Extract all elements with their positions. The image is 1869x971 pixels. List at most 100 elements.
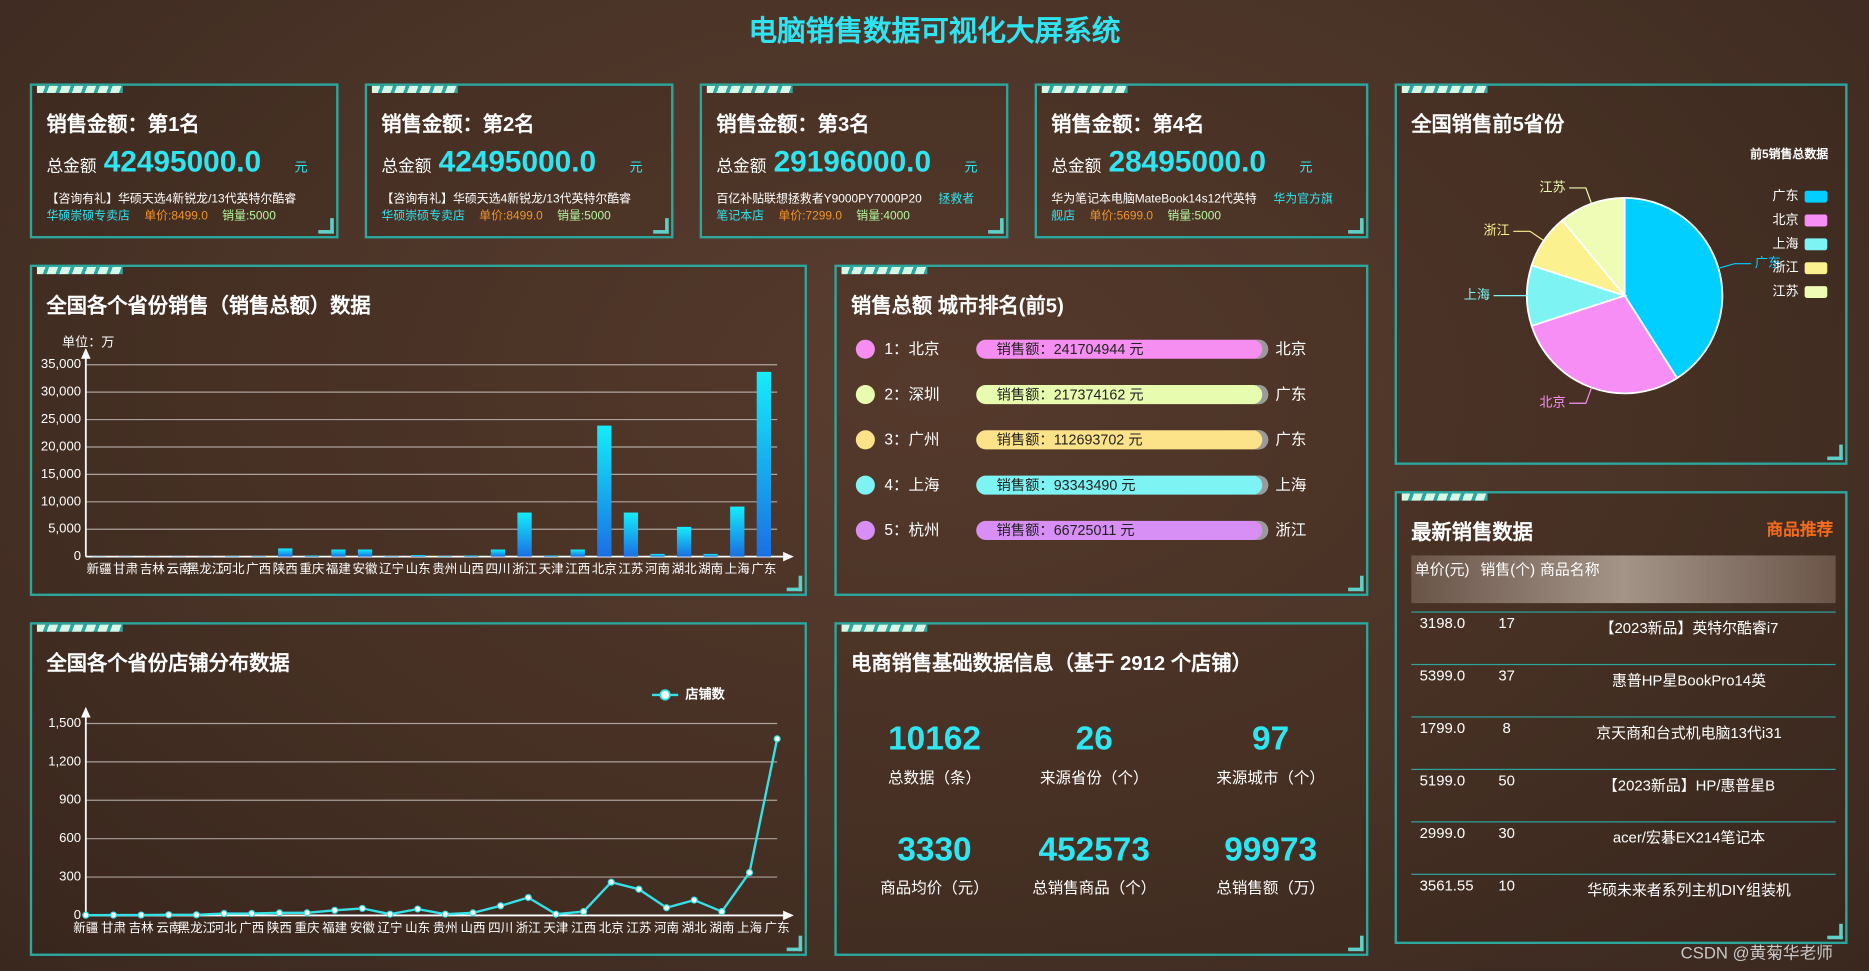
info-row: 笔记本店 单价:7299.0 销量:4000 [716, 205, 910, 223]
x-tick-label: 河北 [220, 562, 246, 576]
line-chart: 0 300 600 900 1,200 1,500 新疆 甘肃 吉林 云南黑龙江河北 广西 陕西 重庆福… [48, 685, 794, 935]
legend-label: 广东 [1772, 188, 1798, 203]
stat-value: 99973 [1224, 830, 1318, 868]
amount: 29196000.0 [773, 145, 932, 179]
total-label: 总金额 [716, 156, 767, 176]
rank-bar: 销售额：217374162 元 [976, 385, 1269, 405]
stat-label: 总销售商品（个） [1032, 878, 1157, 897]
shop: 舰店 [1051, 209, 1076, 223]
legend-label: 北京 [1772, 212, 1798, 227]
point [414, 905, 422, 913]
bar-panel: 全国各个省份销售（销售总额）数据 单位：万 0 5,000 10,000 15,000 20… [29, 264, 807, 596]
leader-line [1569, 387, 1593, 404]
bar [570, 549, 585, 557]
total-label: 总金额 [1051, 156, 1102, 176]
desc: 百亿补贴联想拯救者Y9000PY7000P20 [716, 193, 922, 207]
x-tick-label: 四川 [488, 921, 513, 935]
rank-amount: 销售额：93343490 元 [996, 476, 1136, 494]
rank-name: 1：北京 [884, 339, 940, 358]
cell-price: 5399.0 [1419, 667, 1466, 685]
sales: 销量:5000 [1167, 209, 1222, 223]
tab [36, 266, 123, 275]
rank-province: 浙江 [1275, 520, 1307, 539]
y-tick-label: 0 [74, 548, 81, 563]
shop: 华硕崇硕专卖店 [46, 209, 130, 223]
panel-title: 销售总额 城市排名(前5) [851, 294, 1064, 318]
leader-line [1513, 230, 1545, 242]
desc-row: 【咨询有礼】华硕天选4新锐龙/13代英特尔酷睿 [46, 188, 296, 206]
y-arrow [81, 348, 91, 359]
stat-label: 来源省份（个） [1039, 768, 1149, 787]
point [82, 911, 90, 919]
bar [251, 556, 266, 557]
price: 单价:5699.0 [1089, 209, 1154, 223]
panel-title: 全国销售前5省份 [1411, 113, 1565, 136]
bar [490, 549, 506, 557]
amount-row: 总金额 42495000.0 元 [46, 145, 307, 180]
legend-label: 浙江 [1772, 260, 1798, 275]
x-tick-label: 湖南 [698, 561, 723, 576]
corner [1348, 575, 1364, 592]
card-heading: 销售金额：第1名 [46, 113, 200, 136]
cell-name: 华硕未来者系列主机DIY组装机 [1587, 882, 1791, 899]
info-row: 华硕崇硕专卖店 单价:8499.0 销量:5000 [46, 205, 275, 223]
cell-price: 5199.0 [1419, 772, 1466, 790]
x-tick-label: 山西 [460, 921, 485, 935]
header-cell: 销售(个) [1480, 561, 1536, 579]
cell-name: 京天商和台式机电脑13代i31 [1596, 724, 1782, 742]
rank-amount: 销售额：217374162 元 [996, 386, 1144, 403]
point [275, 909, 283, 917]
point [220, 909, 228, 918]
cell-sales: 30 [1498, 824, 1515, 842]
point [331, 906, 339, 914]
card: 销售金额：第2名 总金额 42495000.0 元【咨询有礼】华硕天选4新锐龙/13代… [364, 83, 674, 239]
stats-panel: 电商销售基础数据信息（基于 2912 个店铺） 10162 总数据（条） 26 来源省份… [834, 622, 1369, 956]
legend-swatch [1804, 238, 1828, 251]
x-tick-label: 广东 [751, 562, 776, 576]
point [580, 908, 588, 916]
legend-swatch [1804, 214, 1828, 227]
cell-sales: 17 [1498, 615, 1515, 632]
point [497, 902, 505, 910]
rank-dot [855, 430, 875, 450]
price: 单价:8499.0 [144, 209, 208, 223]
point [386, 910, 394, 918]
tab [841, 624, 928, 632]
point [441, 910, 449, 918]
sales: 销量:5000 [557, 209, 611, 223]
y-tick-label: 10,000 [41, 493, 81, 508]
x-tick-label: 河南 [645, 561, 670, 576]
stat-label: 来源城市（个） [1216, 768, 1325, 787]
point [718, 908, 726, 916]
rank-dot [855, 475, 875, 495]
cell-name: acer/宏碁EX214笔记本 [1612, 829, 1766, 847]
corner [1348, 218, 1364, 234]
info-row: 舰店 单价:5699.0 销量:5000 [1051, 205, 1221, 223]
legend-swatch [1804, 262, 1828, 275]
rank-province: 广东 [1275, 430, 1307, 449]
corner [1827, 444, 1843, 461]
y-tick-label: 600 [59, 830, 81, 845]
bar [357, 549, 373, 557]
recommend-link[interactable]: 商品推荐 [1766, 519, 1834, 539]
stat-value: 3330 [897, 830, 972, 868]
x-tick-label: 上海 [725, 561, 751, 576]
x-tick-label: 贵州 [433, 921, 458, 935]
legend-label: 上海 [1772, 236, 1798, 251]
slice-label: 上海 [1464, 287, 1490, 302]
corner [318, 218, 334, 234]
watermark: CSDN @黄菊华老师 [1680, 942, 1833, 962]
x-tick-label: 重庆 [299, 561, 325, 576]
y-tick-label: 300 [59, 869, 81, 884]
x-tick-label: 广西 [239, 921, 264, 935]
card: 销售金额：第1名总金额 42495000.0 元【咨询有礼】华硕天选4新锐龙/13代… [29, 83, 339, 239]
price: 单价:7299.0 [778, 209, 842, 223]
y-tick-label: 900 [59, 792, 81, 807]
x-tick-label: 辽宁 [379, 561, 404, 576]
x-tick-label: 云南 [156, 920, 181, 935]
x-tick-label: 山东 [405, 921, 430, 935]
total-label: 总金额 [381, 156, 432, 176]
rank-bar: 销售额：93343490 元 [976, 475, 1269, 495]
unit: 元 [1299, 160, 1313, 176]
